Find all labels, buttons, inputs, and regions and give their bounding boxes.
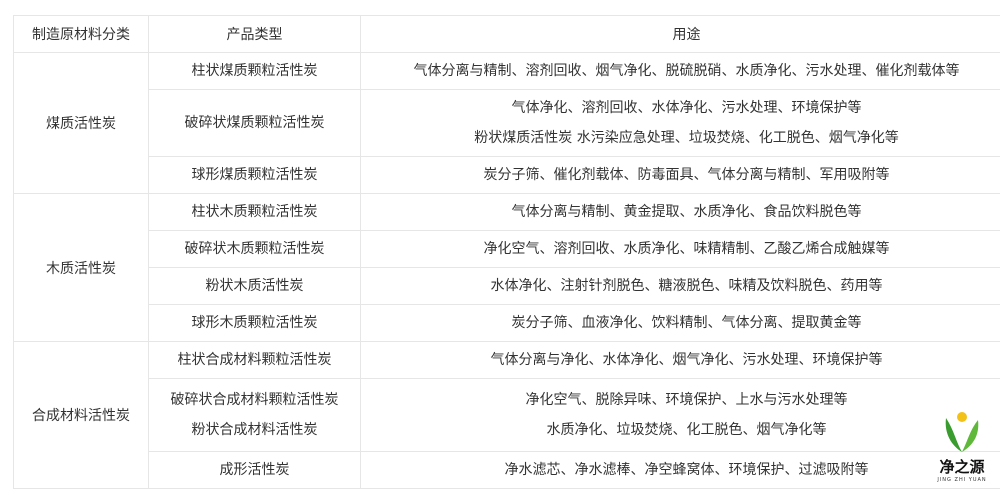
uses-cell: 水体净化、注射针剂脱色、糖液脱色、味精及饮料脱色、药用等	[360, 267, 1000, 305]
product-type: 柱状木质颗粒活性炭	[191, 204, 318, 220]
use-text: 气体分离与精制、黄金提取、水质净化、食品饮料脱色等	[511, 204, 862, 220]
product-type-cell: 粉状木质活性炭	[148, 267, 361, 305]
table-row: 煤质活性炭 柱状煤质颗粒活性炭 气体分离与精制、溶剂回收、烟气净化、脱硫脱硝、水质净…	[13, 52, 1000, 194]
product-type: 球形煤质颗粒活性炭	[191, 167, 318, 183]
product-type: 柱状合成材料颗粒活性炭	[177, 352, 332, 368]
product-type-cell: 球形木质颗粒活性炭	[148, 304, 361, 342]
uses-cell: 气体分离与净化、水体净化、烟气净化、污水处理、环境保护等	[360, 341, 1000, 379]
product-type: 破碎状合成材料颗粒活性炭	[170, 392, 339, 408]
table-row: 合成材料活性炭 柱状合成材料颗粒活性炭 气体分离与净化、水体净化、烟气净化、污水处理…	[13, 341, 1000, 489]
table-row: 成形活性炭 净水滤芯、净水滤棒、净空蜂窝体、环境保护、过滤吸附等	[14, 451, 1000, 489]
use-text: 气体净化、溶剂回收、水体净化、污水处理、环境保护等	[511, 100, 862, 116]
product-type: 球形木质颗粒活性炭	[191, 315, 318, 331]
logo-subtitle: JING ZHI YUAN	[937, 477, 987, 483]
uses-cell: 炭分子筛、催化剂载体、防毒面具、气体分离与精制、军用吸附等	[360, 156, 1000, 194]
product-type: 粉状合成材料活性炭	[191, 422, 318, 438]
uses-cell: 炭分子筛、血液净化、饮料精制、气体分离、提取黄金等	[360, 304, 1000, 342]
product-type: 成形活性炭	[219, 462, 290, 478]
use-text: 气体分离与精制、溶剂回收、烟气净化、脱硫脱硝、水质净化、污水处理、催化剂载体等	[413, 63, 960, 79]
table-row: 破碎状煤质颗粒活性炭 气体净化、溶剂回收、水体净化、污水处理、环境保护等粉状煤质活…	[14, 89, 1000, 157]
use-text: 气体分离与净化、水体净化、烟气净化、污水处理、环境保护等	[490, 352, 883, 368]
product-type-cell: 破碎状煤质颗粒活性炭	[148, 89, 361, 157]
use-text: 水质净化、垃圾焚烧、化工脱色、烟气净化等	[546, 422, 827, 438]
header-row: 制造原材料分类 产品类型 用途	[13, 15, 1000, 53]
header-uses: 用途	[360, 15, 1000, 53]
use-text: 粉状煤质活性炭 水污染应急处理、垃圾焚烧、化工脱色、烟气净化等	[474, 130, 899, 146]
use-text: 净水滤芯、净水滤棒、净空蜂窝体、环境保护、过滤吸附等	[504, 462, 869, 478]
category-cell: 合成材料活性炭	[13, 341, 149, 489]
product-type-cell: 成形活性炭	[148, 451, 361, 489]
product-type: 柱状煤质颗粒活性炭	[191, 63, 318, 79]
logo-leaf-icon	[945, 412, 979, 452]
table-row: 粉状木质活性炭 水体净化、注射针剂脱色、糖液脱色、味精及饮料脱色、药用等	[14, 267, 1000, 305]
product-type: 破碎状煤质颗粒活性炭	[184, 115, 325, 131]
uses-cell: 气体净化、溶剂回收、水体净化、污水处理、环境保护等粉状煤质活性炭 水污染应急处理…	[360, 89, 1000, 157]
table-row: 球形煤质颗粒活性炭 炭分子筛、催化剂载体、防毒面具、气体分离与精制、军用吸附等	[14, 156, 1000, 194]
activated-carbon-table: 制造原材料分类 产品类型 用途 煤质活性炭 柱状煤质颗粒活性炭 气体分离与精制、溶剂…	[13, 15, 1000, 489]
product-type-cell: 破碎状木质颗粒活性炭	[148, 230, 361, 268]
product-type: 粉状木质活性炭	[205, 278, 304, 294]
category-cell: 煤质活性炭	[13, 52, 149, 194]
table-row: 木质活性炭 柱状木质颗粒活性炭 气体分离与精制、黄金提取、水质净化、食品饮料脱色等	[13, 193, 1000, 342]
product-type-cell: 球形煤质颗粒活性炭	[148, 156, 361, 194]
use-text: 净化空气、脱除异味、环境保护、上水与污水处理等	[525, 392, 848, 408]
uses-cell: 净水滤芯、净水滤棒、净空蜂窝体、环境保护、过滤吸附等	[360, 451, 1000, 489]
uses-cell: 净化空气、脱除异味、环境保护、上水与污水处理等 水质净化、垃圾焚烧、化工脱色、烟气…	[360, 378, 1000, 452]
uses-cell: 净化空气、溶剂回收、水质净化、味精精制、乙酸乙烯合成触媒等	[360, 230, 1000, 268]
use-text: 炭分子筛、催化剂载体、防毒面具、气体分离与精制、军用吸附等	[483, 167, 890, 183]
logo: 净之源 JING ZHI YUAN	[934, 410, 990, 483]
uses-cell: 气体分离与精制、黄金提取、水质净化、食品饮料脱色等	[360, 193, 1000, 231]
use-text: 净化空气、溶剂回收、水质净化、味精精制、乙酸乙烯合成触媒等	[483, 241, 890, 257]
header-category: 制造原材料分类	[13, 15, 149, 53]
product-type-cell: 柱状木质颗粒活性炭	[148, 193, 361, 231]
uses-cell: 气体分离与精制、溶剂回收、烟气净化、脱硫脱硝、水质净化、污水处理、催化剂载体等	[360, 52, 1000, 90]
product-type-cell: 柱状煤质颗粒活性炭	[148, 52, 361, 90]
product-type-cell: 破碎状合成材料颗粒活性炭 粉状合成材料活性炭	[148, 378, 361, 452]
category-cell: 木质活性炭	[13, 193, 149, 342]
logo-text: 净之源	[939, 458, 985, 476]
product-type-cell: 柱状合成材料颗粒活性炭	[148, 341, 361, 379]
product-type: 破碎状木质颗粒活性炭	[184, 241, 325, 257]
header-product-type: 产品类型	[148, 15, 361, 53]
table-row: 破碎状合成材料颗粒活性炭 粉状合成材料活性炭 净化空气、脱除异味、环境保护、上水与污…	[14, 378, 1000, 452]
table-row: 破碎状木质颗粒活性炭 净化空气、溶剂回收、水质净化、味精精制、乙酸乙烯合成触媒等	[14, 230, 1000, 268]
table-row: 球形木质颗粒活性炭 炭分子筛、血液净化、饮料精制、气体分离、提取黄金等	[14, 304, 1000, 342]
use-text: 水体净化、注射针剂脱色、糖液脱色、味精及饮料脱色、药用等	[490, 278, 883, 294]
use-text: 炭分子筛、血液净化、饮料精制、气体分离、提取黄金等	[511, 315, 862, 331]
